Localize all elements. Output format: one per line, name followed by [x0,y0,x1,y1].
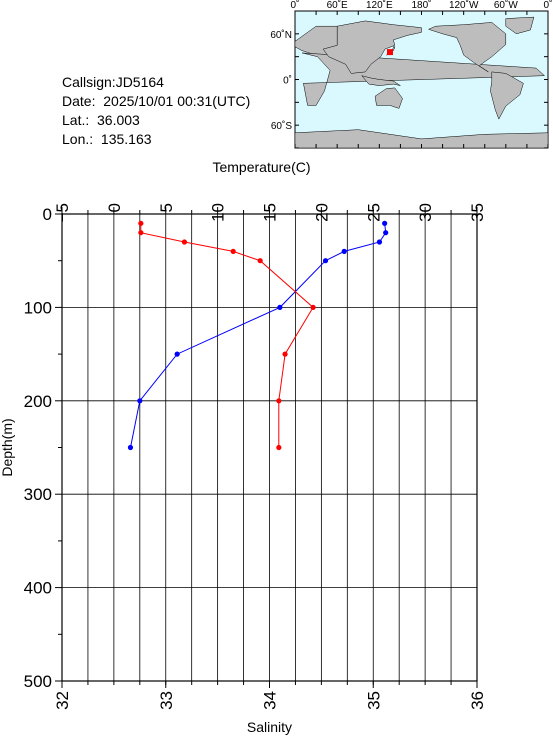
map-top-label: 120˚E [366,0,393,11]
callsign-text: Callsign:JD5164 [62,74,164,90]
temperature-point [383,230,389,236]
world-locator-map: 0˚ 60˚E 120˚E 180˚ 120˚W 60˚W 0˚ 60˚N 0˚ 60˚S [270,0,553,149]
temperature-tick-label: 0 [105,203,124,212]
map-side-label: 60˚N [270,29,292,41]
salinity-point [276,444,282,451]
salinity-tick-label: 32 [53,691,72,710]
depth-axis-label: Depth(m) [0,418,15,476]
salinity-point [282,351,288,357]
temperature-tick-label: 15 [261,203,280,222]
map-land-8 [490,71,524,120]
salinity-tick-label: 35 [364,691,383,710]
map-top-label: 120˚W [449,0,479,11]
map-land-7 [505,16,535,35]
temperature-point [174,351,180,357]
salinity-point [181,239,188,245]
map-top-label: 0˚ [544,0,553,11]
temperature-tick-label: 5 [157,203,176,212]
map-side-label: 0˚ [283,75,292,87]
map-land-4 [361,75,401,86]
temperature-point [382,220,388,226]
temperature-axis-label: Temperature(C) [212,159,310,175]
station-info: Callsign:JD5164 Date: 2025/10/01 00:31(U… [62,73,250,149]
temperature-point [137,398,143,404]
map-top-label: 0˚ [291,0,300,11]
depth-tick-label: 200 [24,392,52,411]
temperature-point [277,304,283,310]
depth-tick-label: 300 [24,485,52,504]
salinity-point [257,258,263,264]
salinity-profile-line [140,223,314,448]
temperature-point [322,258,329,264]
map-land-5 [374,87,403,109]
salinity-tick-label: 33 [157,691,176,710]
depth-tick-label: 0 [43,205,52,224]
salinity-tick-label: 36 [468,691,487,710]
map-land-6 [427,22,507,73]
salinity-point [276,398,282,404]
station-marker [386,49,393,56]
temperature-point [376,239,383,245]
map-top-label: 60˚W [494,0,518,11]
date-text: Date: 2025/10/01 00:31(UTC) [62,93,251,109]
map-land-2 [322,20,422,74]
depth-tick-label: 100 [24,298,52,317]
depth-tick-label: 400 [24,579,52,598]
map-top-label: 180˚ [411,0,431,11]
temperature-tick-label: 20 [312,203,331,222]
salinity-point [138,220,144,226]
temperature-point [341,248,347,254]
salinity-point [230,248,236,254]
temperature-tick-label: 30 [416,203,435,222]
salinity-tick-label: 34 [261,691,280,710]
depth-tick-label: 500 [24,672,52,691]
latitude-text: Lat.: 36.003 [62,112,140,128]
temperature-tick-label: 10 [209,203,228,222]
temperature-tick-label: 25 [364,203,383,222]
longitude-text: Lon.: 135.163 [62,131,152,147]
salinity-point [138,230,144,236]
map-top-label: 60˚E [327,0,348,11]
temperature-tick-label: 35 [468,203,487,222]
temperature-point [127,444,134,451]
map-side-label: 60˚S [271,120,292,132]
salinity-point [310,304,316,310]
temperature-tick-label: −5 [53,203,72,222]
salinity-axis-label: Salinity [247,719,292,735]
